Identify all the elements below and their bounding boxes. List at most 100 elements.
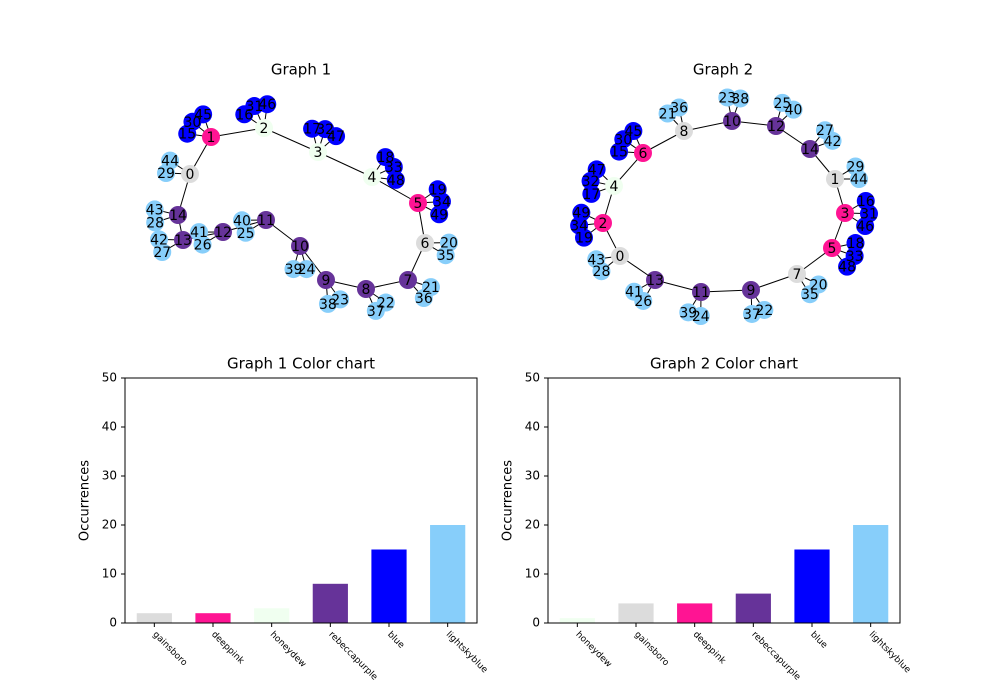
node [788,265,806,283]
node-label: 47 [327,129,345,145]
axes-frame [547,377,901,624]
node-label: 33 [846,249,864,265]
node-label: 18 [847,236,865,252]
node-label: 6 [639,146,648,162]
node-label: 21 [659,107,677,123]
node-label: 12 [767,119,785,135]
node-label: 11 [257,213,275,229]
node-label: 4 [368,170,377,186]
node [386,170,405,189]
node [801,140,819,158]
node [409,194,427,212]
node [257,211,275,229]
y-tick-label: 40 [102,420,117,434]
node [784,100,803,119]
node [823,239,841,257]
node [317,271,335,289]
y-tick-label: 20 [525,518,540,532]
node [846,234,865,253]
graph-title: Graph 2 [693,61,753,79]
node-label: 4 [610,179,619,195]
node-label: 49 [430,207,448,223]
node [150,230,169,249]
node [399,271,417,289]
node-label: 46 [258,97,276,113]
node-label: 0 [616,249,625,265]
x-tick-label: gainsboro [150,630,189,669]
node [233,211,252,230]
node-label: 28 [146,215,164,231]
node-label: 7 [404,273,413,289]
x-tick-label: blue [808,630,829,651]
node-label: 37 [367,304,385,320]
node-label: 1 [831,172,840,188]
node-label: 26 [634,294,652,310]
node-label: 16 [857,194,875,210]
node-label: 39 [679,305,697,321]
node-label: 5 [414,196,423,212]
node [723,112,741,130]
node-label: 19 [429,182,447,198]
node-label: 48 [838,260,856,276]
node-label: 24 [692,309,710,325]
node [309,143,327,161]
bar [677,603,713,623]
node-label: 41 [190,225,208,241]
node [327,127,346,146]
node-label: 41 [625,285,643,301]
node [161,151,180,170]
node [194,105,213,124]
node-label: 21 [422,280,440,296]
node-label: 37 [743,307,761,323]
node [823,131,842,150]
node-label: 31 [245,99,263,115]
x-tick-label: gainsboro [632,630,671,669]
x-tick-label: deeppink [691,630,728,667]
node-label: 11 [692,285,710,301]
node-label: 3 [314,145,323,161]
node-label: 16 [235,107,253,123]
node-label: 36 [415,291,433,307]
node [436,246,455,265]
node [836,204,854,222]
node [291,237,309,255]
node-label: 40 [785,103,803,119]
x-tick-label: blue [385,630,406,651]
node [605,177,623,195]
node-label: 39 [285,262,303,278]
node [190,223,209,242]
node-label: 25 [237,226,255,242]
node-label: 44 [161,154,179,170]
node-label: 22 [755,303,773,319]
node-label: 29 [847,159,865,175]
node-label: 47 [588,162,606,178]
node-label: 19 [575,231,593,247]
node-label: 9 [322,273,331,289]
node-label: 20 [440,236,458,252]
node-label: 49 [572,206,590,222]
node [611,247,629,265]
y-tick-label: 0 [532,616,540,630]
chart-title: Graph 2 Color chart [650,355,798,373]
node [800,285,819,304]
y-tick-label: 50 [525,371,540,385]
node [718,88,737,107]
node-label: 12 [214,225,232,241]
node [414,289,433,308]
node-label: 40 [233,213,251,229]
node [318,294,337,313]
node-label: 14 [169,208,187,224]
node [297,260,316,279]
bar [254,608,290,623]
node [255,119,273,137]
node-label: 36 [670,100,688,116]
node-label: 32 [582,174,600,190]
node-label: 44 [850,172,868,188]
node [731,89,750,108]
node [856,217,875,236]
node-label: 7 [793,267,802,283]
node-label: 6 [421,236,430,252]
node-label: 46 [856,219,874,235]
node-label: 38 [731,91,749,107]
node-label: 13 [646,273,664,289]
